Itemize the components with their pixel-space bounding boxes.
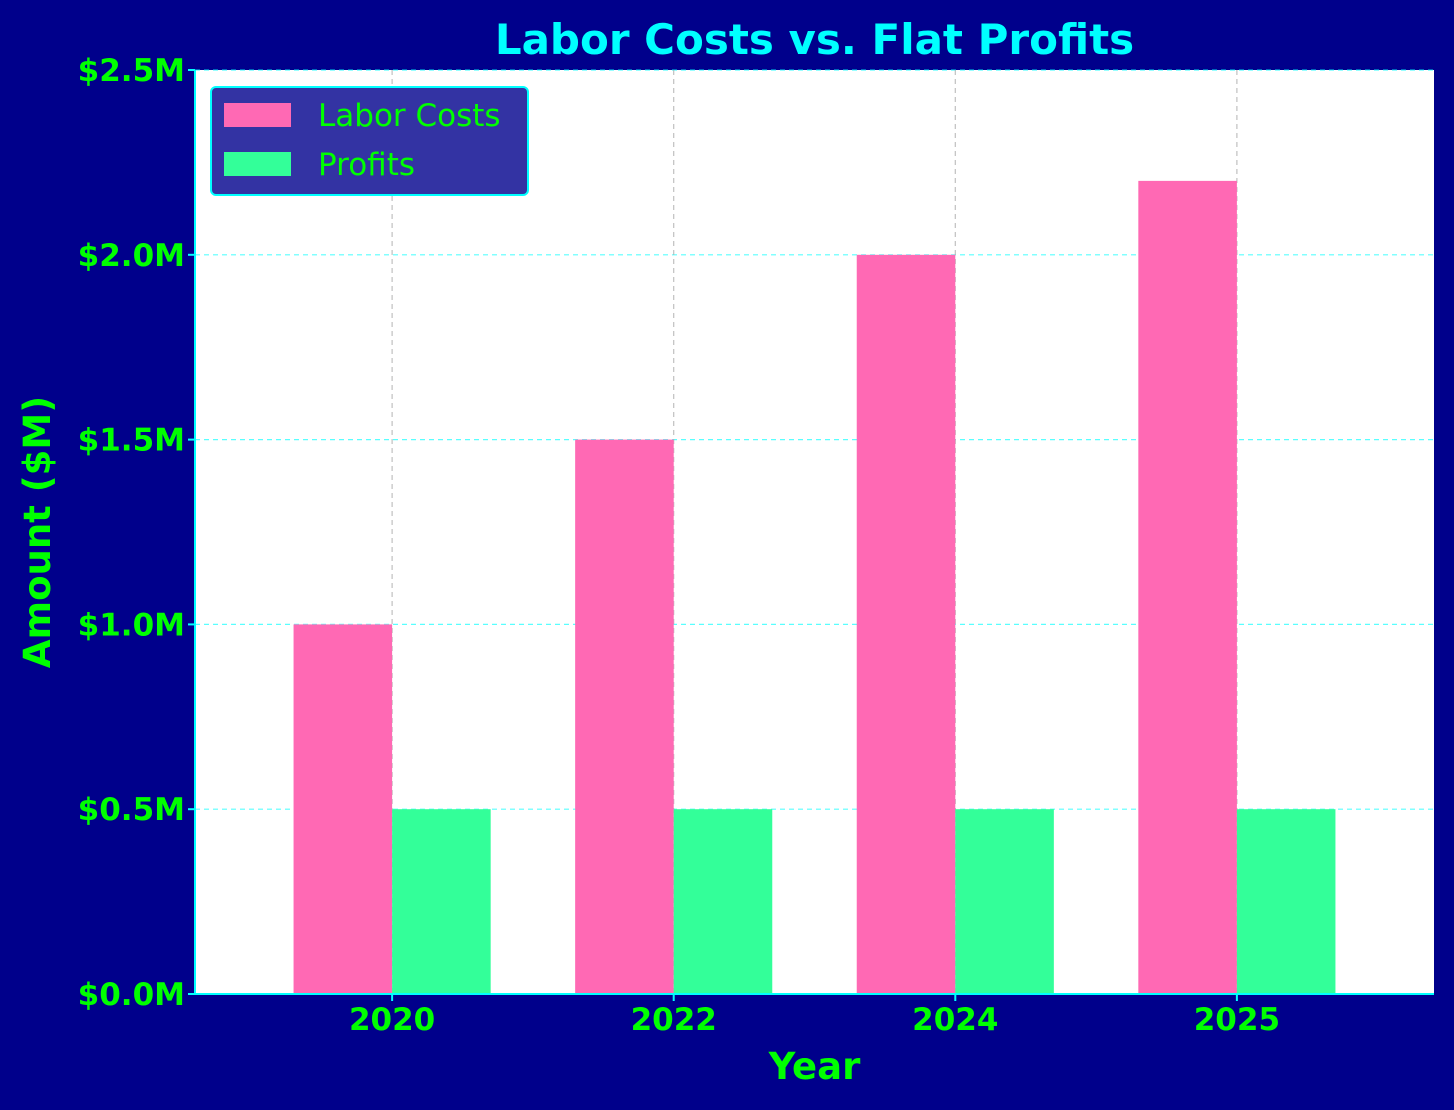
bar-labor-costs-2025 [1138, 180, 1237, 994]
bar-profits-2022 [673, 809, 773, 994]
chart-title: Labor Costs vs. Flat Profits [495, 15, 1134, 64]
bar-labor-costs-2020 [293, 624, 393, 994]
x-axis-label: Year [768, 1045, 861, 1088]
legend: Labor Costs Profits [210, 86, 529, 196]
x-tick-label: 2024 [912, 1002, 998, 1038]
y-tick-label: $2.5M [78, 53, 185, 89]
tick-labels: $0.0M $0.5M $1.0M $1.5M $2.0M $2.5M 2020 2022 20… [78, 53, 1280, 1038]
y-tick-label: $1.0M [78, 607, 185, 643]
y-axis-label: Amount ($M) [16, 396, 59, 668]
bar-profits-2025 [1236, 809, 1336, 994]
legend-label-profits: Profits [318, 147, 415, 183]
bar-profits-2020 [392, 809, 491, 994]
bar-labor-costs-2024 [856, 254, 956, 995]
legend-swatch-labor-costs [224, 103, 291, 127]
y-tick-label: $1.5M [78, 423, 185, 459]
x-tick-label: 2025 [1194, 1002, 1280, 1038]
legend-swatch-profits [224, 152, 291, 176]
x-tick-label: 2022 [631, 1002, 717, 1038]
legend-label-labor-costs: Labor Costs [318, 98, 501, 134]
x-tick-label: 2020 [349, 1002, 435, 1038]
bar-labor-costs-2022 [575, 439, 674, 995]
bars [293, 180, 1336, 995]
axes [194, 70, 1434, 995]
y-tick-label: $0.0M [78, 977, 185, 1013]
y-tick-label: $0.5M [78, 792, 185, 828]
bar-profits-2024 [955, 809, 1054, 994]
y-tick-label: $2.0M [78, 238, 185, 274]
